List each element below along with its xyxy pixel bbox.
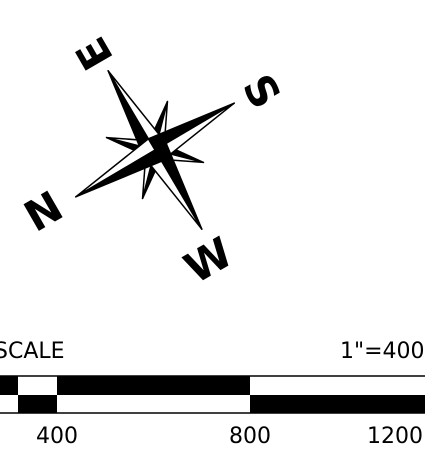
scale-segment (250, 395, 425, 413)
south-label: S (233, 66, 291, 117)
scale-bar: SCALE 1"=400 400 800 1200 (0, 339, 425, 449)
west-label: W (176, 228, 241, 294)
scale-label: 400 (36, 424, 78, 449)
scale-title: SCALE (0, 339, 65, 364)
compass-rose (75, 70, 235, 230)
east-label: E (66, 29, 123, 78)
scale-ratio: 1"=400 (340, 339, 425, 364)
scale-segment (57, 376, 250, 395)
rose-point (75, 138, 156, 198)
north-label: N (16, 181, 71, 241)
scale-segment (0, 376, 18, 395)
scale-label: 800 (229, 424, 271, 449)
scale-segment (18, 395, 57, 413)
scale-label: 1200 (367, 424, 423, 449)
